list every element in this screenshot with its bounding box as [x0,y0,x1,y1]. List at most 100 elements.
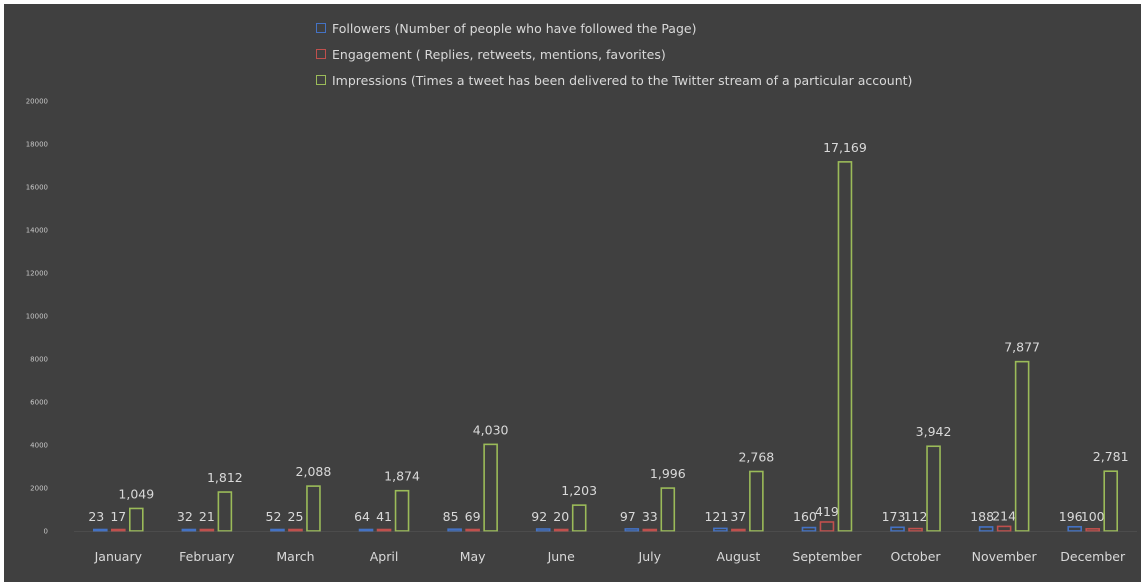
bar-engagement [110,528,126,532]
bar-impressions [749,470,764,532]
bar-followers [358,528,374,532]
legend: Followers (Number of people who have fol… [316,16,912,94]
data-label: 69 [465,509,481,524]
bar-engagement [908,527,923,532]
data-label: 121 [704,509,728,524]
data-label: 32 [177,509,193,524]
bar-impressions [660,487,676,532]
data-label: 25 [288,509,304,524]
bar-followers [535,528,551,532]
data-label: 2,768 [738,449,774,464]
bar-followers [801,526,817,532]
data-label: 17 [110,509,126,524]
bar-followers [978,526,994,532]
data-label: 196 [1059,509,1083,524]
data-label: 37 [730,509,746,524]
data-label: 64 [354,509,370,524]
bar-impressions [394,489,410,532]
x-tick-label: March [276,549,314,564]
legend-label-impressions: Impressions (Times a tweet has been deli… [332,73,913,88]
x-tick-label: February [179,549,235,564]
data-label: 2,088 [296,464,332,479]
x-tick-label: December [1060,549,1126,564]
x-tick-label: September [792,549,862,564]
bar-followers [1067,525,1083,532]
y-tick-label: 0 [44,528,48,536]
data-label: 1,996 [650,466,686,481]
bar-followers [447,528,462,532]
y-tick-label: 10000 [26,313,48,321]
bar-engagement [819,521,835,532]
bar-followers [890,526,905,532]
x-tick-label: November [972,549,1038,564]
data-label: 1,049 [118,486,154,501]
data-label: 23 [88,509,104,524]
x-tick-label: January [94,549,143,564]
bar-impressions [571,504,587,532]
bar-engagement [553,528,569,532]
bar-engagement [376,528,392,532]
bar-impressions [1103,470,1119,532]
bar-chart: 0 2000 4000 6000 8000 10000 12000 14000 16000 180… [26,98,1137,564]
bar-engagement [731,528,746,532]
x-tick-label: October [891,549,942,564]
data-label: 160 [793,509,817,524]
data-label: 214 [992,508,1016,523]
x-tick-label: July [638,549,662,564]
y-tick-label: 14000 [26,227,48,235]
data-label: 17,169 [823,140,867,155]
bar-engagement [288,528,303,532]
y-tick-label: 20000 [26,98,48,106]
x-tick-label: June [547,549,576,564]
legend-swatch-engagement [316,49,326,59]
bar-impressions [306,485,321,532]
data-label: 85 [443,509,459,524]
chart-frame: Followers (Number of people who have fol… [4,4,1141,582]
bar-followers [713,527,728,532]
data-label: 52 [266,509,282,524]
data-label: 97 [620,509,636,524]
data-label: 1,874 [384,469,420,484]
data-label: 7,877 [1004,340,1040,355]
bar-impressions [483,443,498,532]
legend-label-engagement: Engagement ( Replies, retweets, mentions… [332,47,666,62]
bar-impressions [1014,360,1030,532]
legend-item-engagement: Engagement ( Replies, retweets, mentions… [316,42,912,68]
legend-swatch-followers [316,23,326,33]
bar-impressions [837,161,853,532]
data-label: 4,030 [473,422,509,437]
y-tick-label: 8000 [30,356,48,364]
y-tick-label: 18000 [26,141,48,149]
bar-engagement [1085,528,1101,532]
y-tick-label: 12000 [26,270,48,278]
legend-item-followers: Followers (Number of people who have fol… [316,16,912,42]
data-label: 21 [199,509,215,524]
bar-followers [270,528,285,532]
legend-item-impressions: Impressions (Times a tweet has been deli… [316,68,912,94]
bar-engagement [996,525,1012,532]
bar-impressions [217,491,233,532]
data-label: 419 [815,504,839,519]
y-tick-label: 4000 [30,442,48,450]
y-tick-label: 6000 [30,399,48,407]
data-label: 3,942 [916,424,952,439]
y-tick-label: 16000 [26,184,48,192]
data-label: 1,812 [207,470,243,485]
data-label: 2,781 [1093,449,1129,464]
data-label: 33 [642,509,658,524]
data-label: 188 [970,509,994,524]
x-tick-label: May [460,549,486,564]
bar-followers [624,528,640,532]
data-label: 173 [882,509,906,524]
data-label: 1,203 [561,483,597,498]
legend-swatch-impressions [316,75,326,85]
legend-label-followers: Followers (Number of people who have fol… [332,21,697,36]
bar-engagement [642,528,658,532]
bar-impressions [926,445,941,532]
x-tick-label: August [717,549,761,564]
data-label: 100 [1081,509,1105,524]
bar-engagement [199,528,215,532]
data-label: 20 [553,509,569,524]
data-label: 92 [531,509,547,524]
data-label: 112 [904,509,928,524]
